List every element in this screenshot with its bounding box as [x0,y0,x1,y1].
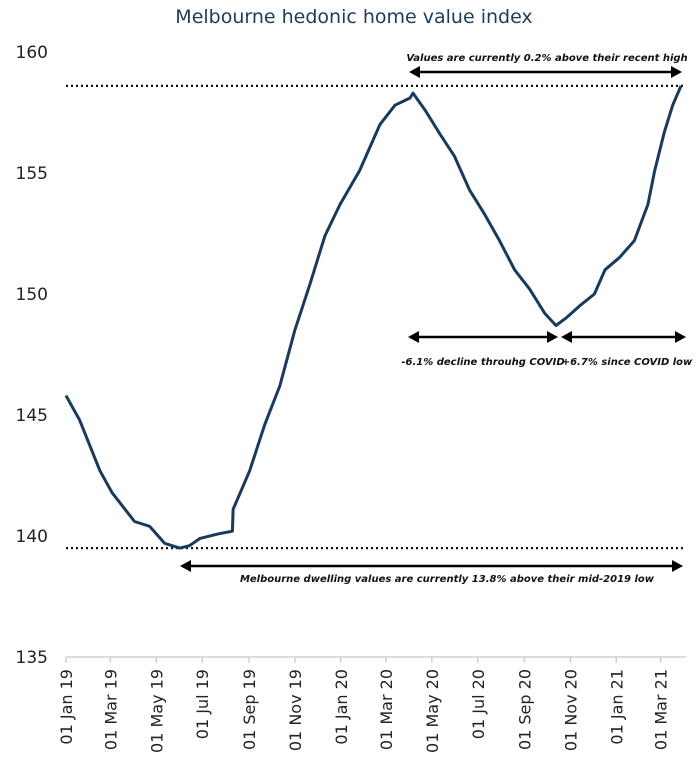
x-tick-label: 01 Jan 20 [332,669,351,745]
chart-title: Melbourne hedonic home value index [175,6,532,28]
x-tick-label: 01 May 20 [423,669,442,753]
x-tick-label: 01 Nov 19 [286,669,305,751]
annotation-recent-high: Values are currently 0.2% above their re… [406,53,687,64]
y-tick-label: 160 [16,43,48,63]
arrow-mid2019 [180,560,683,572]
annotation-since-low: +6.7% since COVID low [562,357,693,368]
x-tick-label: 01 Jul 20 [469,669,488,739]
y-tick-label: 155 [16,164,48,184]
x-tick-label: 01 May 19 [147,669,166,753]
y-tick-label: 145 [16,406,48,426]
x-tick-label: 01 Jan 19 [57,669,76,745]
arrow-covid-decline [408,331,558,343]
y-tick-label: 140 [16,527,48,547]
y-tick-label: 135 [16,648,48,668]
arrow-since-low [561,331,686,343]
x-tick-label: 01 Jul 19 [193,669,212,739]
x-tick-label: 01 Sep 20 [515,669,534,750]
x-tick-label: 01 Mar 20 [377,669,396,750]
x-tick-label: 01 Nov 20 [561,669,580,751]
y-tick-label: 150 [16,285,48,305]
x-tick-label: 01 Mar 19 [101,669,120,750]
annotation-mid2019: Melbourne dwelling values are currently … [240,574,655,585]
x-tick-label: 01 Jan 21 [607,669,626,745]
annotation-covid-decline: -6.1% decline throuhg COVID [401,357,564,368]
series-line [64,85,683,550]
arrow-recent-high [409,66,682,78]
x-tick-label: 01 Mar 21 [652,669,671,750]
x-tick-label: 01 Sep 19 [240,669,259,750]
